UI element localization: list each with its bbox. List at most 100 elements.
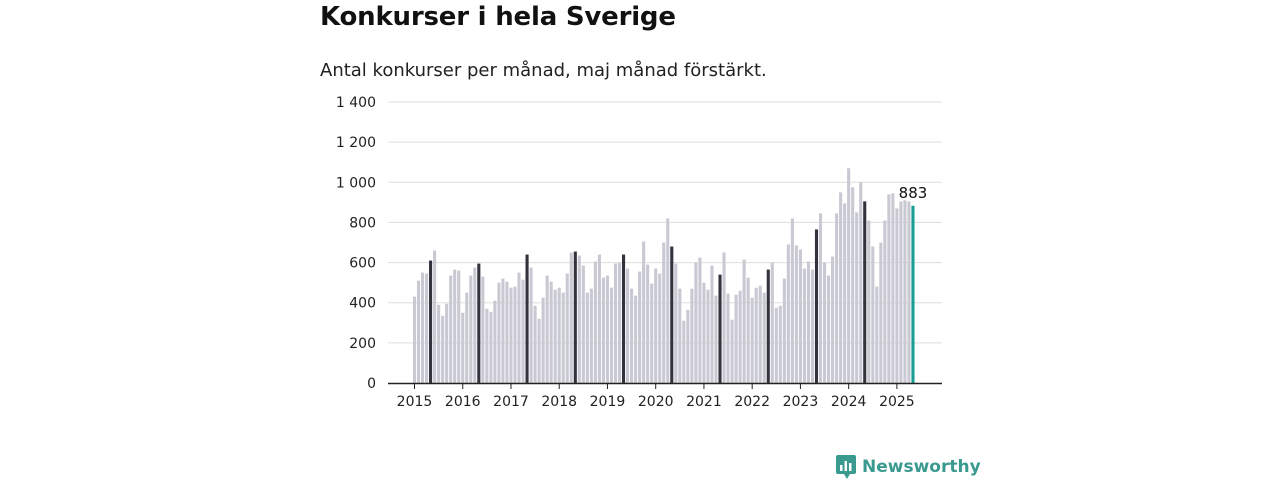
- bar: [722, 252, 726, 383]
- bar: [561, 292, 565, 383]
- x-axis-ticks: 2015 2016 2017 2018 2019 2020 2021 2022 2023 2024…: [397, 384, 915, 410]
- bar: [746, 277, 750, 384]
- bar: [790, 218, 794, 383]
- bar: [541, 297, 545, 383]
- bar: [818, 213, 823, 383]
- bar: [646, 264, 650, 383]
- bar: [686, 309, 690, 383]
- bar: [529, 267, 533, 383]
- bar: [827, 275, 831, 383]
- bar: [441, 315, 445, 383]
- bar: [593, 261, 597, 383]
- bar: [638, 271, 642, 383]
- bar: [437, 304, 441, 383]
- chart-subtitle: Antal konkurser per månad, maj månad för…: [320, 60, 767, 81]
- bar: [798, 249, 802, 383]
- bar: [537, 318, 541, 383]
- bar: [835, 213, 839, 383]
- bar: [585, 292, 589, 383]
- bar: [630, 288, 634, 383]
- bar: [802, 268, 806, 383]
- bar: [433, 250, 437, 383]
- brand-name: Newsworthy: [862, 457, 981, 477]
- latest-value-label: 883: [899, 184, 928, 202]
- bar: [420, 272, 425, 383]
- bar: [662, 242, 666, 383]
- bar: [605, 275, 610, 383]
- bar: [477, 263, 481, 383]
- bar: [730, 319, 734, 383]
- bar: [553, 289, 557, 383]
- bar: [855, 212, 859, 383]
- x-tick-label: 2020: [638, 394, 674, 410]
- bar: [469, 275, 473, 383]
- bar: [557, 287, 561, 383]
- x-tick-label: 2019: [590, 394, 626, 410]
- bar: [429, 260, 433, 383]
- bar: [609, 287, 614, 383]
- bar: [891, 193, 895, 383]
- bar: [545, 275, 549, 383]
- bar: [774, 307, 778, 383]
- bar: [778, 305, 782, 383]
- newsworthy-logo[interactable]: Newsworthy: [836, 455, 981, 479]
- bar: [867, 220, 871, 383]
- bar: [569, 252, 573, 383]
- bar: [714, 295, 718, 383]
- bar: [666, 218, 670, 383]
- bar: [718, 274, 722, 383]
- bar: [449, 275, 453, 383]
- bar: [810, 269, 815, 383]
- bar: [525, 254, 529, 383]
- bar: [899, 201, 903, 383]
- bar: [690, 288, 694, 383]
- bar: [473, 267, 477, 383]
- y-tick-label: 1 400: [336, 95, 376, 111]
- bar: [871, 246, 875, 383]
- bar: [822, 262, 827, 383]
- bar: [682, 320, 686, 383]
- bar: [863, 201, 867, 383]
- bar: [895, 208, 899, 383]
- bar: [565, 273, 569, 383]
- bar: [786, 244, 790, 383]
- bar: [626, 268, 630, 383]
- bar: [601, 277, 605, 384]
- bar: [847, 168, 851, 383]
- x-tick-label: 2024: [831, 394, 867, 410]
- bar: [642, 241, 646, 383]
- bar: [445, 303, 449, 383]
- bar: [521, 279, 525, 383]
- bar: [883, 220, 887, 383]
- y-tick-label: 800: [349, 215, 376, 231]
- bar: [497, 282, 501, 383]
- bar: [597, 254, 601, 383]
- bar: [742, 259, 746, 383]
- bars: [412, 168, 915, 384]
- bar: [549, 281, 553, 383]
- bar: [613, 263, 618, 383]
- x-tick-label: 2022: [734, 394, 770, 410]
- x-tick-label: 2023: [783, 394, 819, 410]
- bar: [621, 254, 626, 383]
- bar: [903, 200, 907, 383]
- bar: [851, 187, 855, 383]
- bar: [513, 286, 517, 383]
- bar: [457, 270, 461, 383]
- bar: [814, 229, 819, 383]
- bar: [634, 295, 638, 383]
- bar: [501, 278, 505, 383]
- bar: [650, 283, 654, 383]
- bar: [907, 201, 911, 383]
- bar: [879, 242, 883, 383]
- x-tick-label: 2021: [686, 394, 722, 410]
- y-tick-label: 0: [367, 376, 376, 392]
- bar: [734, 294, 738, 383]
- bar: [794, 245, 798, 383]
- bar: [517, 272, 521, 383]
- bar: [887, 194, 891, 383]
- bar: [843, 203, 847, 383]
- bar: [658, 273, 662, 383]
- bar: [589, 288, 593, 383]
- bar: [465, 292, 469, 383]
